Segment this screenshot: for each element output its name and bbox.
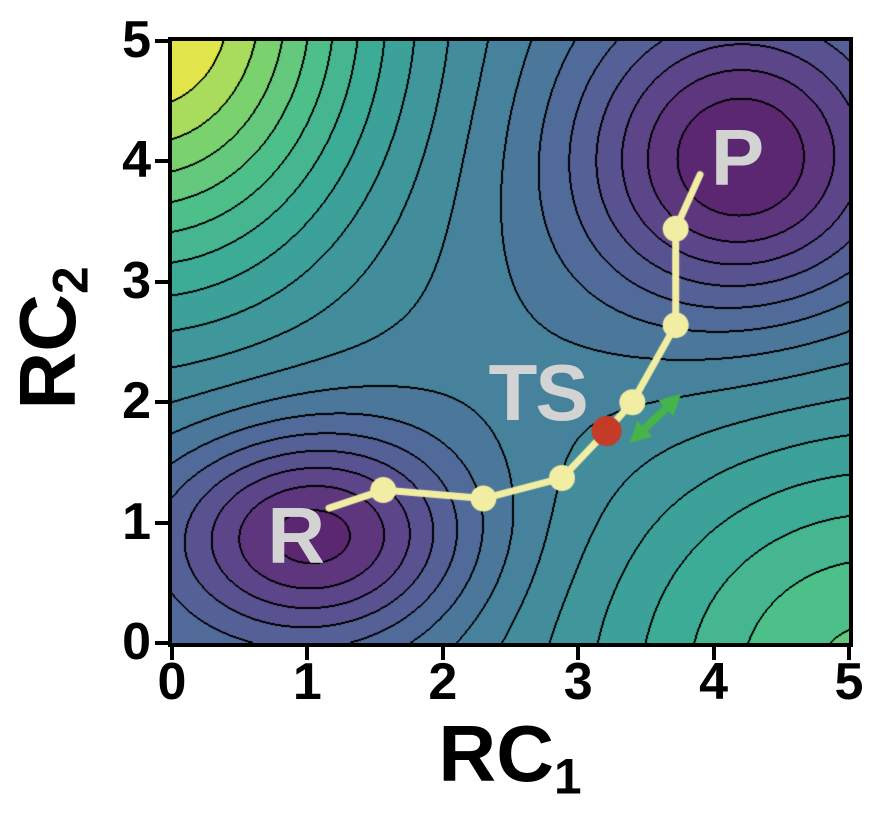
x-tick-mark (305, 647, 310, 660)
y-tick-mark (155, 279, 168, 284)
y-tick-mark (155, 641, 168, 645)
y-axis-label-subscript: 2 (42, 266, 99, 295)
x-tick-label: 2 (428, 653, 458, 711)
y-axis-label-text: RC (3, 294, 93, 410)
y-tick-label: 0 (122, 612, 151, 671)
point-label-ts: TS (488, 347, 588, 437)
y-tick-label: 1 (122, 492, 151, 551)
x-tick-mark (440, 647, 445, 660)
x-axis-label-subscript: 1 (553, 748, 582, 805)
point-label-p: P (710, 112, 764, 202)
y-tick-mark (155, 520, 168, 525)
x-tick-label: 5 (834, 653, 864, 711)
plot-area: R TS P (168, 37, 853, 647)
contour-canvas (172, 41, 849, 643)
point-label-r: R (267, 490, 325, 580)
y-tick-label: 4 (122, 131, 151, 190)
x-tick-mark (576, 647, 581, 660)
x-tick-label: 1 (292, 653, 322, 711)
x-tick-label: 3 (563, 653, 593, 711)
y-tick-mark (155, 39, 168, 43)
plot-overlay: R TS P (172, 41, 849, 643)
y-tick-label: 3 (122, 251, 151, 310)
x-tick-label: 0 (157, 653, 187, 711)
x-tick-mark (847, 647, 851, 660)
y-tick-label: 5 (122, 10, 151, 69)
x-axis-label-text: RC (438, 709, 554, 798)
y-tick-label: 2 (122, 372, 151, 431)
x-axis-label: RC1 (438, 714, 581, 802)
y-tick-mark (155, 400, 168, 405)
x-tick-label: 4 (699, 653, 729, 711)
y-axis-label: RC2 (3, 266, 99, 409)
x-tick-mark (170, 647, 174, 660)
y-tick-mark (155, 159, 168, 164)
x-tick-mark (711, 647, 716, 660)
